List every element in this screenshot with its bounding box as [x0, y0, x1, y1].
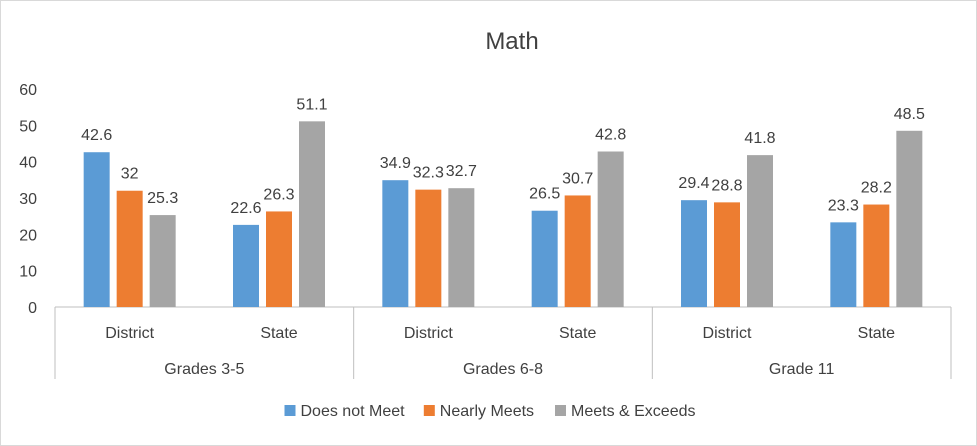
bar-meets-exceeds [597, 151, 624, 307]
chart-title: Math [485, 28, 538, 55]
data-label: 25.3 [147, 190, 178, 207]
data-label: 26.3 [263, 186, 294, 203]
data-label: 51.1 [296, 96, 327, 113]
bar-does-not-meet [531, 210, 558, 307]
data-label: 29.4 [678, 175, 709, 192]
data-label: 23.3 [828, 197, 859, 214]
legend-label: Meets & Exceeds [571, 403, 696, 420]
bar-nearly-meets [116, 190, 143, 307]
data-label: 41.8 [744, 130, 775, 147]
subcategory-label: State [559, 325, 596, 342]
bar-nearly-meets [564, 195, 591, 307]
legend-label: Nearly Meets [440, 403, 534, 420]
bar-does-not-meet [233, 224, 259, 307]
legend-swatch [555, 405, 566, 416]
group-label: Grades 6-8 [463, 361, 543, 378]
bar-does-not-meet [681, 200, 707, 307]
y-tick-label: 50 [19, 118, 37, 135]
data-label: 26.5 [529, 186, 560, 203]
data-label: 42.8 [595, 126, 626, 143]
bar-does-not-meet [830, 222, 857, 307]
bar-does-not-meet [382, 180, 409, 307]
data-label: 42.6 [81, 127, 112, 144]
group-label: Grade 11 [769, 361, 835, 378]
bar-nearly-meets [863, 204, 890, 307]
data-label: 22.6 [230, 200, 261, 217]
legend-label: Does not Meet [301, 403, 406, 420]
y-axis: 0 10 20 30 40 50 60 [19, 82, 37, 317]
value-labels: 42.6 22.6 34.9 26.5 29.4 23.3 32 26.3 32.3 30.7 28… [81, 96, 925, 217]
bar-meets-exceeds [448, 188, 475, 307]
legend-swatch [423, 405, 435, 416]
category-axis: District State Grades 3-5 District State Grad… [54, 306, 952, 379]
subcategory-label: State [260, 325, 297, 342]
y-tick-label: 0 [28, 300, 37, 317]
data-label: 32 [121, 166, 139, 183]
subcategory-label: District [105, 325, 154, 342]
bar-nearly-meets [714, 202, 740, 307]
bar-meets-exceeds [747, 155, 773, 307]
subcategory-label: State [858, 325, 895, 342]
bar-meets-exceeds [299, 121, 325, 307]
bars [83, 121, 923, 307]
y-tick-label: 20 [19, 227, 37, 244]
data-label: 32.7 [446, 163, 477, 180]
data-label: 32.3 [413, 165, 444, 182]
data-label: 34.9 [380, 155, 411, 172]
bar-meets-exceeds [149, 215, 176, 307]
y-tick-label: 10 [19, 264, 37, 281]
data-label: 30.7 [562, 170, 593, 187]
bar-meets-exceeds [896, 130, 923, 307]
data-label: 48.5 [894, 106, 925, 123]
subcategory-label: District [404, 325, 453, 342]
subcategory-label: District [703, 325, 752, 342]
data-label: 28.2 [861, 180, 892, 197]
bar-nearly-meets [266, 211, 292, 307]
data-label: 28.8 [711, 177, 742, 194]
bar-nearly-meets [415, 189, 442, 307]
group-label: Grades 3-5 [164, 361, 244, 378]
y-tick-label: 40 [19, 155, 37, 172]
y-tick-label: 60 [19, 82, 37, 99]
legend-swatch [284, 405, 296, 416]
y-tick-label: 30 [19, 191, 37, 208]
legend: Does not Meet Nearly Meets Meets & Exceeds [284, 403, 696, 420]
bar-does-not-meet [83, 152, 110, 307]
